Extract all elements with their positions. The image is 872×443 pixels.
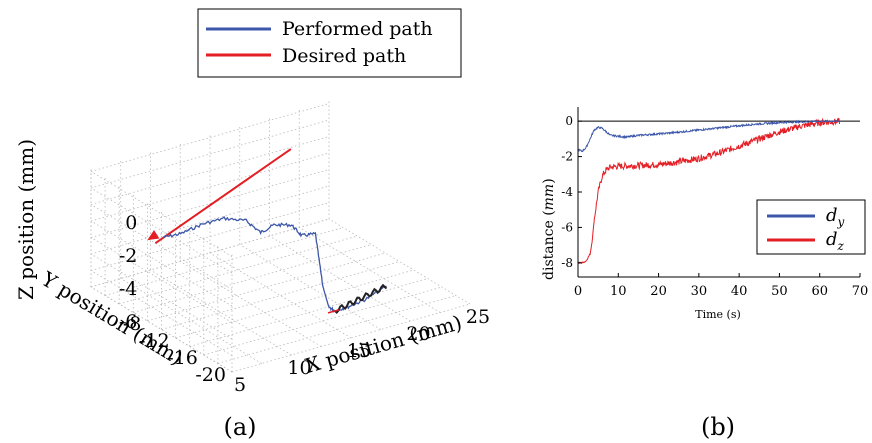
floor-grid-line [299,227,441,313]
floor-grid-line [239,244,381,330]
d_z-series-line [577,117,840,264]
x-tick-label: 10 [610,284,627,299]
floor-grid-line [150,269,292,356]
back-wall-grid-line [90,136,330,205]
x-tick-label: 20 [650,284,667,299]
floor-grid-line [189,278,428,347]
x-tick-label: 0 [574,284,582,299]
legend-a-performed-label: Performed path [282,18,433,40]
left-wall-grid-line [90,187,233,274]
floor-grid-line [147,252,386,322]
panel-b-series [577,117,840,264]
floor-grid-line [180,261,322,347]
y-tick-label: 0 [565,114,573,128]
left-wall-grid-line [90,204,233,290]
panel-b-y-title: distance (mm) [541,178,557,280]
left-wall-grid-line [90,286,233,373]
performed-path-end-segment [334,283,388,314]
left-wall-grid-line [90,220,233,307]
left-wall-grid-line [90,237,233,323]
z-tick-label: -6 [119,311,138,333]
panel-b-label: (b) [701,413,735,441]
panel-b-x-ticks: 0 10 20 30 40 50 60 70 [574,273,868,299]
panel-a-3d-plot: 0 -2 -4 -6 -8-12-16-20 5 10 15 20 25 Z position… [14,8,490,441]
legend-a-desired-label: Desired path [282,45,406,67]
x-tick-label: 50 [771,284,788,299]
floor-grid-line [328,218,471,305]
legend-a: Performed path Desired path [197,8,462,78]
floor-grid-line [203,286,442,356]
legend-b-box [756,199,866,255]
back-wall-grid-line [90,202,330,271]
legend-a-box [197,8,462,78]
x-tick-label: 70 [852,284,869,299]
y-tick-label: -8 [123,313,142,335]
panel-a-label: (a) [223,413,256,441]
3d-grid [90,100,471,373]
floor-grid-line [104,227,344,296]
floor-grid-line [231,303,471,373]
panel-b-x-title: Time (s) [695,308,741,321]
y-axis-title: Y position (mm) [37,266,188,370]
x-tick-label: 20 [406,323,430,345]
z-tick-label: 0 [125,212,137,234]
x-tick-label: 40 [731,284,748,299]
desired-path-arrowhead [147,230,160,241]
floor-grid-line [209,252,352,339]
left-wall-grid-line [90,253,233,340]
y-tick-label: -8 [561,256,573,270]
left-wall-grid-line [90,270,233,356]
x-tick-label: 25 [466,306,490,328]
y-tick-label: -20 [195,364,226,386]
desired-path-series [147,148,292,244]
x-tick-label: 10 [287,357,311,379]
x-tick-label: 5 [234,374,246,396]
legend-b: dy dz [756,199,866,255]
x-axis-ticks: 5 10 15 20 25 [234,306,490,396]
back-wall-grid-line [90,218,330,288]
z-tick-label: -2 [119,245,138,267]
y-tick-label: -12 [139,330,170,352]
panel-b-y-ticks: 0 -2 -4 -6 -8 [561,114,582,270]
left-wall-grid-line [90,171,233,257]
back-wall-grid-line [90,169,330,238]
d_y-series-line [577,119,840,153]
x-tick-label: 60 [811,284,828,299]
back-wall-grid-line [90,119,330,189]
performed-path-series [162,216,388,314]
back-wall-grid-line [90,103,330,172]
floor-grid-line [161,261,400,330]
performed-path-line [162,216,387,313]
y-tick-label: -16 [167,347,198,369]
z-axis-title: Z position (mm) [14,139,38,300]
x-tick-label: 15 [347,340,371,362]
floor-grid-line [217,295,457,364]
z-tick-label: -4 [119,278,138,300]
y-tick-label: -2 [561,150,573,164]
panel-b-2d-plot: 0 10 20 30 40 50 60 70 0-2-4-6-8 distance (mm) … [541,107,868,441]
floor-grid-line [133,244,372,313]
x-axis-title: X position (mm) [303,310,465,378]
floor-grid-line [120,278,262,364]
y-tick-label: -6 [561,220,573,234]
desired-end-marker [327,309,340,314]
back-wall-grid-line [90,185,330,255]
x-tick-label: 30 [691,284,708,299]
desired-path-line [154,148,292,244]
floor-grid-line [269,235,411,322]
floor-grid-line [119,235,358,305]
y-tick-label: -4 [561,185,573,199]
back-wall-grid-line [90,152,330,222]
z-axis-ticks: 0 -2 -4 -6 [119,212,138,333]
y-axis-ticks: -8-12-16-20 [123,313,226,386]
floor-grid-line [175,269,414,339]
